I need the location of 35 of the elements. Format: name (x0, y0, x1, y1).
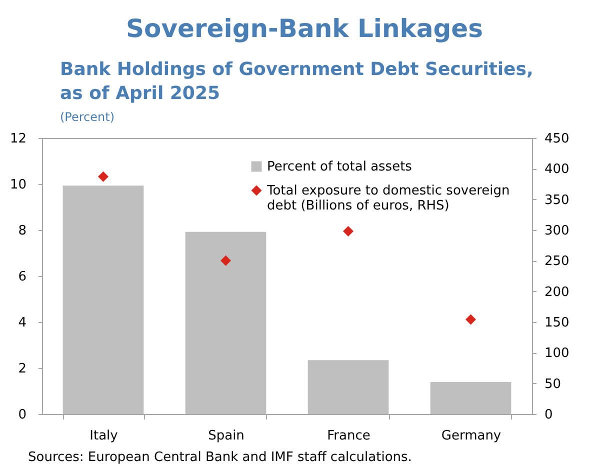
y2-tick-label: 350 (544, 192, 570, 208)
chart-title: Sovereign-Bank Linkages (125, 14, 484, 43)
point (220, 255, 231, 266)
x-tick-label: France (327, 428, 370, 444)
y2-tick-label: 100 (544, 346, 570, 362)
y2-tick-label: 450 (544, 132, 570, 146)
bar (62, 186, 144, 414)
y-tick-label: 8 (18, 224, 26, 238)
y-axis-title: (Percent) (60, 110, 115, 124)
point (98, 171, 108, 182)
y2-tick-label: 0 (544, 408, 553, 422)
y-tick-label: 2 (18, 362, 26, 376)
y-tick-label: 6 (18, 270, 26, 284)
y-tick-label: 10 (10, 178, 26, 192)
y2-tick-label: 50 (544, 376, 562, 392)
legend-label: Percent of total assets (267, 160, 412, 174)
bar (308, 360, 389, 414)
point (343, 226, 354, 236)
x-tick-label: Italy (90, 428, 118, 444)
y-tick-label: 4 (18, 316, 26, 330)
x-tick-label: Germany (441, 428, 502, 444)
y2-tick-label: 300 (544, 224, 570, 238)
source-note: Sources: European Central Bank and IMF staff calculations. (28, 450, 412, 465)
y2-tick-label: 400 (544, 162, 570, 178)
point (466, 314, 476, 325)
x-tick-label: Spain (208, 428, 244, 444)
y2-tick-label: 250 (544, 254, 570, 270)
y2-tick-label: 200 (544, 284, 570, 300)
bar (430, 382, 512, 414)
y-tick-label: 0 (18, 408, 26, 422)
legend-label: Total exposure to domestic sovereign debt (Billions of euros, RHS) (266, 184, 510, 214)
y2-tick-label: 150 (544, 316, 570, 330)
y-tick-label: 12 (10, 132, 26, 146)
chart-subtitle: Bank Holdings of Government Debt Securities, as of April 2025 (60, 58, 534, 106)
bar (185, 232, 266, 414)
